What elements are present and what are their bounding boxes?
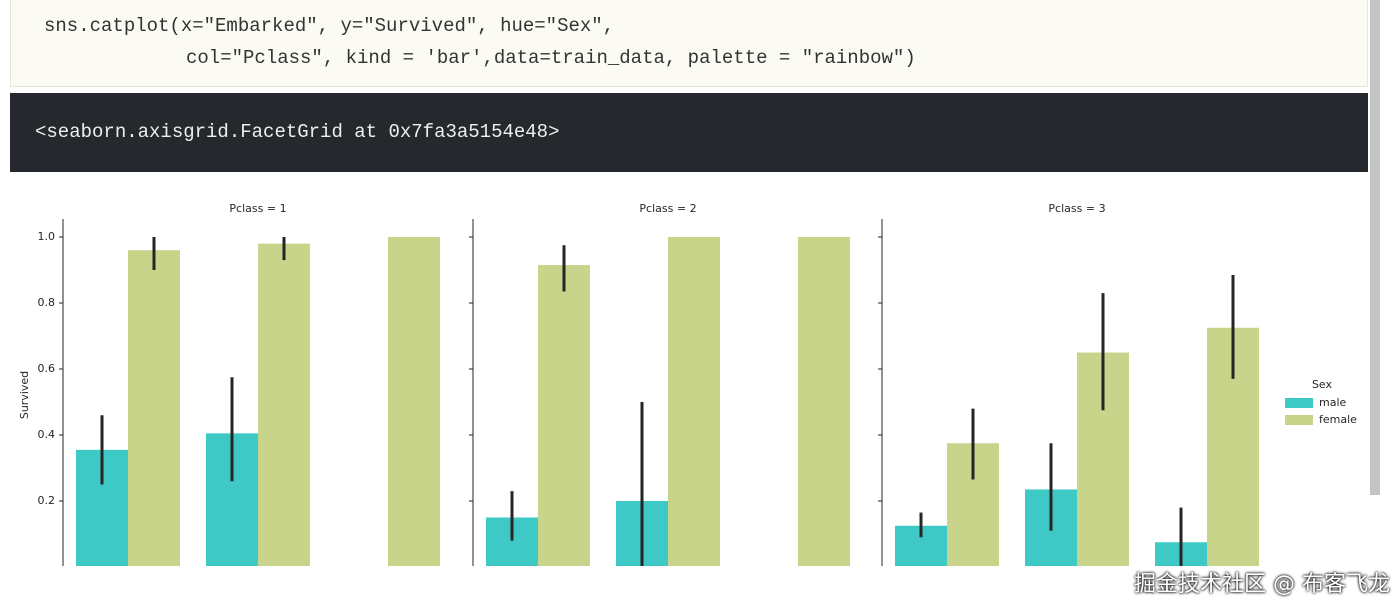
bar — [798, 237, 850, 566]
legend-swatch — [1285, 415, 1313, 425]
facet-title: Pclass = 2 — [639, 202, 696, 215]
y-tick-label: 0.2 — [38, 494, 56, 507]
bar — [538, 265, 590, 566]
y-tick-label: 0.8 — [38, 296, 56, 309]
bar — [258, 243, 310, 566]
watermark: 掘金技术社区 @ 布客飞龙 — [1134, 572, 1390, 597]
bar — [388, 237, 440, 566]
code-line: sns.catplot(x="Embarked", y="Survived", … — [44, 15, 615, 37]
y-tick-label: 0.6 — [38, 362, 56, 375]
code-cell[interactable]: sns.catplot(x="Embarked", y="Survived", … — [10, 0, 1368, 87]
legend-label: male — [1319, 396, 1347, 409]
y-tick-label: 0.4 — [38, 428, 56, 441]
facet-title: Pclass = 3 — [1048, 202, 1105, 215]
bar — [128, 250, 180, 566]
bar — [668, 237, 720, 566]
output-cell: <seaborn.axisgrid.FacetGrid at 0x7fa3a51… — [10, 93, 1368, 172]
code-line: col="Pclass", kind = 'bar',data=train_da… — [186, 47, 916, 69]
output-text: <seaborn.axisgrid.FacetGrid at 0x7fa3a51… — [35, 121, 560, 143]
chart: 0.2 0.4 0.6 0.8 1.0 Pclass = 1 Survived Pclass… — [18, 202, 1357, 566]
legend-label: female — [1319, 413, 1357, 426]
y-tick-label: 1.0 — [38, 230, 56, 243]
legend-title: Sex — [1312, 378, 1333, 391]
facet-title: Pclass = 1 — [229, 202, 286, 215]
legend-swatch — [1285, 398, 1313, 408]
y-axis-label: Survived — [18, 371, 31, 419]
scrollbar[interactable] — [1370, 0, 1380, 495]
